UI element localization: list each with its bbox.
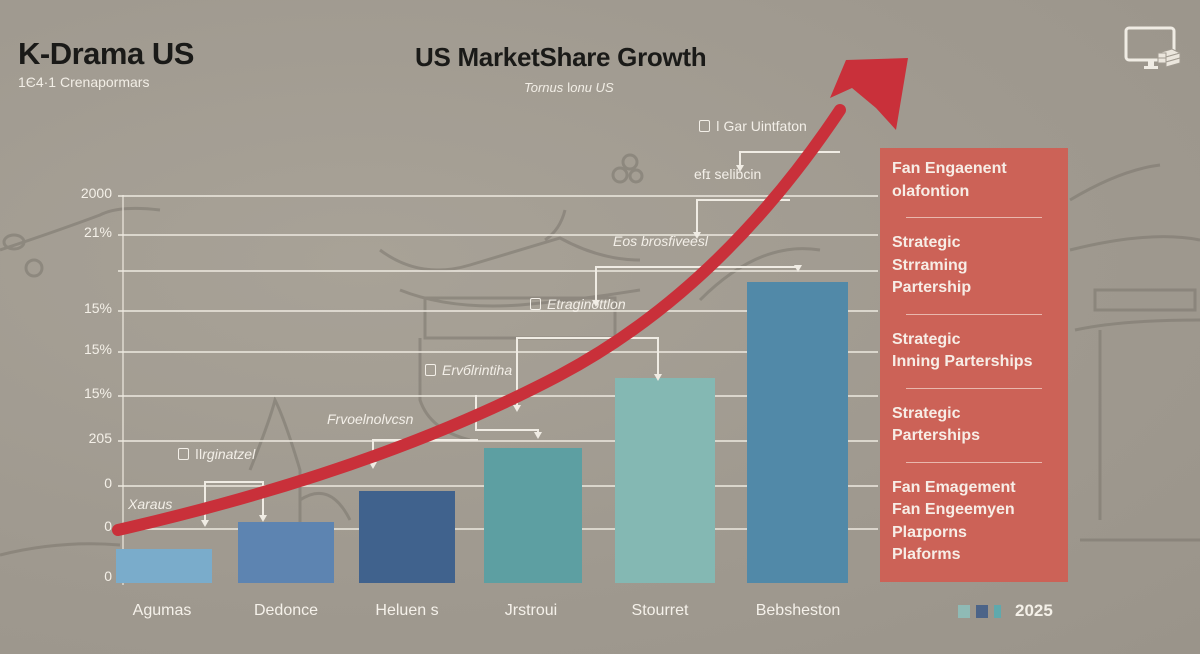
x-label-stourret: Stourret: [631, 602, 689, 619]
panel-item: Strategic Strraming Partership: [892, 232, 1056, 308]
panel-item-line: Strategic: [892, 330, 961, 348]
checkbox-icon: [425, 364, 436, 376]
panel-item-line: Partership: [892, 279, 972, 296]
panel-item-line: Fan Emagement: [892, 478, 1016, 496]
y-axis-line: [122, 195, 124, 585]
y-tick-label: 205: [88, 430, 112, 446]
panel-item: Fan Emagement Fan Engeemyen Plaɪporns Plafo…: [892, 477, 1056, 575]
panel-divider: [906, 387, 1042, 389]
x-label-jrstroui: Jrstroui: [504, 602, 558, 619]
panel-divider: [906, 461, 1042, 463]
panel-item-line: Strraming: [892, 256, 968, 274]
bar-heluen-s[interactable]: [359, 491, 455, 583]
gridline: [118, 195, 878, 197]
annotation-label: efɪ selibcin: [694, 166, 762, 182]
checkbox-icon: [530, 298, 541, 310]
chart-subtitle: Tornus ǀonu US: [524, 80, 614, 95]
legend: 2025: [958, 601, 1053, 621]
annotation-label: ǀǀrginatzel: [178, 446, 255, 462]
y-tick-label: 2000: [80, 185, 112, 201]
bar-stourret[interactable]: [615, 378, 715, 583]
annotation-label: Ervбlrintiha: [425, 362, 512, 378]
panel-item-line: Plaforms: [892, 546, 961, 563]
x-label-agumas: Agumas: [132, 602, 192, 619]
y-tick-label: 0: [104, 518, 112, 534]
panel-item: Fan Engaenent olafontion: [892, 158, 1056, 211]
annotation-label: Etraginottlon: [530, 296, 626, 312]
legend-swatch: [994, 604, 1001, 618]
x-label-dedonce: Dedonce: [253, 602, 319, 619]
annotation-label: ǀ Gar Uintfaton: [699, 118, 807, 134]
bar-agumas[interactable]: [116, 549, 212, 583]
panel-item-line: Parterships: [892, 427, 981, 444]
bar-bebsheston[interactable]: [747, 282, 848, 583]
y-tick-label: 0: [104, 475, 112, 491]
panel-divider: [906, 217, 1042, 218]
legend-swatch: [976, 604, 988, 618]
chart-title: US MarketShare Growth: [415, 42, 707, 72]
panel-item-line: Strategic: [892, 234, 961, 251]
panel-item-line: Fan Engeemyen: [892, 501, 1015, 518]
annotation-label: Frvoelnolvcsn: [327, 411, 414, 427]
x-label-heluen-s: Heluen s: [375, 602, 439, 619]
brand-subtitle: 1Є4·1 Crenapormars: [18, 74, 150, 90]
bar-dedonce[interactable]: [238, 522, 334, 583]
panel-item: Strategic Parterships: [892, 403, 1056, 456]
strategy-panel: Fan Engaenent olafontion Strategic Strramin…: [880, 148, 1068, 582]
checkbox-icon: [699, 120, 710, 132]
y-tick-label: 21%: [83, 224, 112, 240]
brand-title: K-Drama US: [18, 36, 194, 71]
gridline: [118, 270, 878, 272]
annotation-label: Xaraus: [128, 496, 173, 512]
panel-divider: [906, 313, 1042, 315]
bar-jrstroui[interactable]: [484, 448, 582, 583]
annotation-label: Eos brosfiveesl: [613, 233, 708, 249]
x-label-bebsheston: Bebsheston: [755, 602, 841, 619]
panel-item-line: Inning Parterships: [892, 353, 1033, 370]
panel-item-line: Strategic: [892, 404, 961, 422]
y-tick-label: 15%: [83, 341, 112, 357]
y-tick-label: 15%: [83, 385, 112, 401]
monitor-with-books-icon: [1124, 26, 1182, 69]
legend-label: 2025: [1015, 601, 1053, 620]
y-tick-label: 15%: [83, 300, 112, 316]
panel-item-line: Plaɪporns: [892, 523, 967, 541]
panel-item-line: Fan Engaenent: [892, 160, 1007, 177]
y-tick-label: 0: [104, 568, 112, 584]
checkbox-icon: [178, 448, 189, 460]
gridline: [118, 234, 878, 236]
legend-swatch: [958, 604, 970, 618]
panel-item-line: olafontion: [892, 182, 970, 200]
panel-item: Strategic Inning Parterships: [892, 329, 1056, 382]
